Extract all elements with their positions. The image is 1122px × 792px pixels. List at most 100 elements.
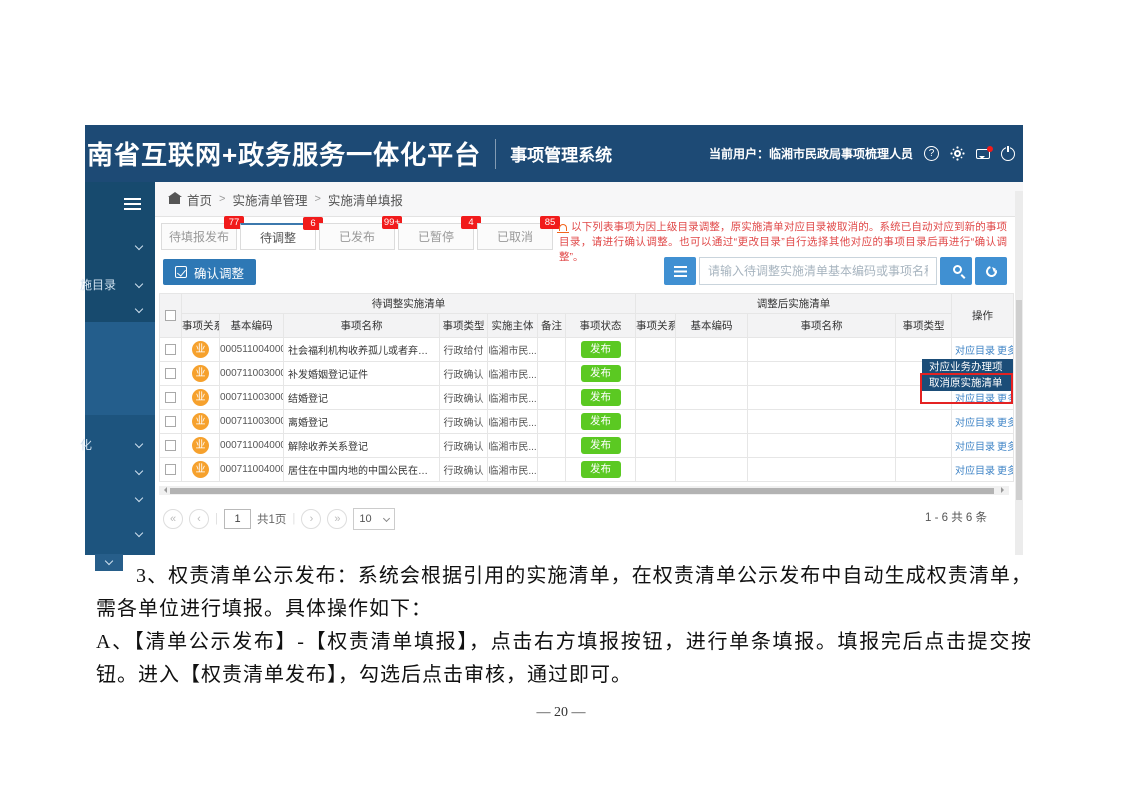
sidebar-item-7[interactable] (85, 524, 155, 542)
pager-divider: | (292, 513, 296, 525)
breadcrumb-separator: > (314, 193, 321, 205)
breadcrumb-section[interactable]: 实施清单管理 (232, 193, 308, 208)
tab-cancelled[interactable]: 已取消 85 (477, 216, 560, 250)
sidebar-item-4[interactable]: 化 (80, 435, 155, 453)
status-badge: 发布 (580, 413, 621, 430)
row-adjusted-relation (635, 409, 677, 434)
prev-page-button[interactable]: ‹ (189, 509, 209, 529)
app-header: 南省互联网+政务服务一体化平台 事项管理系统 当前用户：临湘市民政局事项梳理人员 (85, 125, 1023, 182)
sidebar-item-5[interactable] (85, 462, 155, 480)
row-checkbox[interactable] (165, 367, 176, 379)
app-screenshot: 南省互联网+政务服务一体化平台 事项管理系统 当前用户：临湘市民政局事项梳理人员… (80, 125, 1023, 571)
sidebar-item-catalog[interactable]: 施目录 (80, 275, 155, 293)
link-more[interactable]: 更多 (997, 442, 1013, 453)
col-header-name: 事项名称 (283, 313, 440, 338)
message-icon[interactable] (976, 145, 993, 159)
power-icon[interactable] (1001, 145, 1015, 161)
last-page-button[interactable]: » (327, 509, 348, 529)
link-more[interactable]: 更多 (997, 418, 1013, 429)
relation-tag-icon: 业 (192, 461, 209, 478)
col-header-status: 事项状态 (564, 313, 637, 338)
menu-item-cancel-original[interactable]: 取消原实施清单 (929, 377, 1003, 389)
row-checkbox[interactable] (165, 343, 176, 355)
link-matching-catalog[interactable]: 对应目录 (955, 466, 996, 477)
row-checkbox[interactable] (165, 439, 176, 451)
tab-published[interactable]: 已发布 99+ (319, 216, 402, 250)
col-header-name2: 事项名称 (747, 313, 897, 338)
scroll-right-icon[interactable] (1001, 486, 1007, 493)
row-adjusted-type (895, 457, 953, 482)
vertical-scroll-thumb[interactable] (1016, 300, 1022, 501)
vertical-scrollbar[interactable] (1015, 191, 1023, 555)
row-note (537, 409, 566, 434)
next-page-button[interactable]: › (301, 509, 322, 529)
table-row: 业 000711003000 补发婚姻登记证件 行政确认 临湘市民... 发布 … (159, 361, 1015, 386)
refresh-button[interactable] (975, 257, 1007, 285)
link-more[interactable]: 更多 (997, 466, 1013, 477)
col-header-type: 事项类型 (439, 313, 488, 338)
row-checkbox[interactable] (165, 415, 176, 427)
row-adjusted-name (747, 361, 897, 386)
chevron-down-icon (134, 279, 144, 289)
search-button[interactable] (940, 257, 972, 285)
sidebar-item-label: 施目录 (80, 277, 117, 292)
header-divider (495, 138, 497, 169)
chevron-down-icon (134, 241, 144, 251)
manual-paragraph-1: 3、权责清单公示发布：系统会根据引用的实施清单，在权责清单公示发布中自动生成权责… (96, 565, 1032, 620)
first-page-button[interactable]: « (163, 509, 183, 529)
horizontal-scrollbar[interactable] (159, 486, 1009, 495)
row-adjusted-name (747, 385, 897, 410)
row-name: 社会福利机构收养孤儿或者弃婴的... (283, 337, 440, 362)
link-matching-catalog[interactable]: 对应目录 (955, 442, 996, 453)
sidebar-item-3[interactable] (85, 300, 155, 318)
tab-paused[interactable]: 已暂停 4 (398, 216, 481, 250)
col-header-code2: 基本编码 (675, 313, 749, 338)
breadcrumb-home[interactable]: 首页 (187, 193, 213, 208)
tab-pending-report[interactable]: 待填报发布 77 (161, 216, 244, 250)
table-row: 业 000511004000 社会福利机构收养孤儿或者弃婴的... 行政给付 临… (159, 337, 1015, 362)
col-header-relation2: 事项关系 (635, 313, 677, 338)
hamburger-icon[interactable] (124, 198, 141, 210)
row-adjusted-code (675, 337, 749, 362)
row-adjusted-name (747, 433, 897, 458)
row-note (537, 361, 566, 386)
group-header-left: 待调整实施清单 (180, 293, 637, 314)
gear-icon[interactable] (954, 150, 961, 157)
sidebar-item-6[interactable] (85, 489, 155, 507)
link-matching-catalog[interactable]: 对应目录 (955, 346, 996, 357)
col-header-relation: 事项关系 (181, 313, 220, 338)
red-highlight-box (920, 373, 1013, 404)
search-input[interactable] (699, 257, 937, 285)
row-type: 行政确认 (439, 409, 488, 434)
sidebar-item-1[interactable] (85, 237, 155, 255)
horizontal-scroll-thumb[interactable] (170, 487, 994, 494)
chevron-down-icon (134, 304, 144, 314)
link-more[interactable]: 更多 (997, 394, 1013, 405)
tab-pending-adjust[interactable]: 待调整 6 (240, 217, 323, 250)
scroll-left-icon[interactable] (161, 486, 167, 493)
confirm-adjust-button[interactable]: 确认调整 (163, 259, 257, 285)
link-matching-catalog[interactable]: 对应目录 (955, 418, 996, 429)
row-checkbox[interactable] (165, 463, 176, 475)
row-subject: 临湘市民... (487, 337, 538, 362)
current-user-label: 当前用户：临湘市民政局事项梳理人员 (709, 145, 913, 162)
help-icon[interactable] (924, 146, 939, 161)
row-adjusted-relation (635, 361, 677, 386)
row-adjusted-code (675, 409, 749, 434)
col-header-type2: 事项类型 (895, 313, 953, 338)
list-view-button[interactable] (664, 257, 696, 285)
tab-badge: 99+ (381, 216, 402, 229)
row-adjusted-relation (635, 433, 677, 458)
row-checkbox[interactable] (165, 391, 176, 403)
menu-item-matching-business[interactable]: 对应业务办理项 (929, 361, 1003, 373)
row-type: 行政确认 (439, 361, 488, 386)
page-size-select[interactable]: 10 (353, 508, 396, 530)
select-all-checkbox[interactable] (165, 310, 176, 322)
link-matching-catalog[interactable]: 对应目录 (955, 394, 996, 405)
row-adjusted-relation (635, 457, 677, 482)
tab-label: 已发布 (338, 230, 375, 244)
row-adjusted-relation (635, 337, 677, 362)
search-group (664, 257, 1007, 285)
page-number-input[interactable] (224, 509, 251, 529)
link-more[interactable]: 更多 (997, 346, 1013, 357)
